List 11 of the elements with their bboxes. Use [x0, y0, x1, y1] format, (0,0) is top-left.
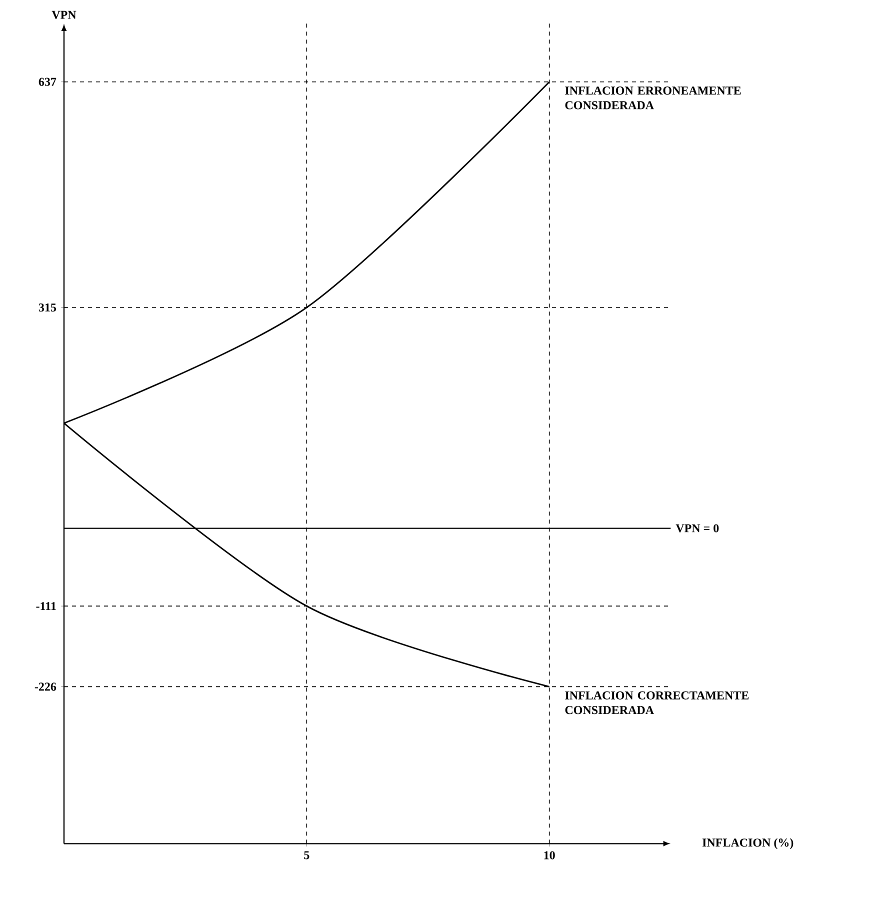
- x-tick-label: 10: [544, 851, 555, 860]
- y-tick-label: -111: [36, 602, 56, 610]
- x-axis-title: INFLACION (%): [702, 838, 794, 850]
- y-axis-title: VPN: [52, 10, 76, 19]
- series-label: INFLACION ERRONEAMENTE CONSIDERADA: [565, 86, 741, 110]
- series-label: INFLACION CORRECTAMENTE CONSIDERADA: [565, 691, 749, 714]
- y-tick-label: -226: [34, 682, 56, 691]
- ref-line-label: VPN = 0: [676, 524, 719, 532]
- x-tick-label: 5: [304, 851, 310, 860]
- y-tick-label: 315: [38, 303, 56, 312]
- y-tick-label: 637: [38, 78, 56, 86]
